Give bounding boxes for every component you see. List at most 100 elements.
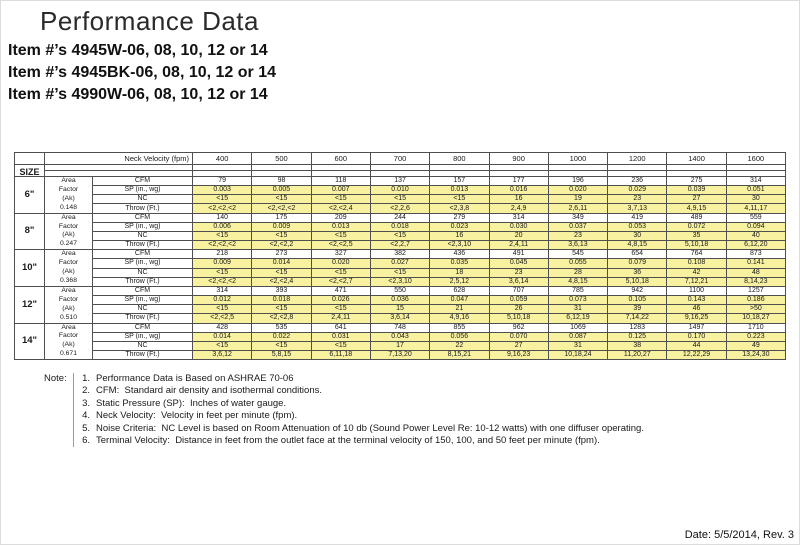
data-cell: 236: [607, 175, 668, 187]
data-cell: 0.087: [547, 331, 609, 342]
size-label-cell: 14": [14, 322, 45, 361]
velocity-header-cell: 1200: [607, 152, 668, 165]
data-cell: <15: [310, 340, 371, 351]
data-cell: 0.014: [251, 258, 312, 269]
note-item: 5. Noise Criteria: NC Level is based on R…: [79, 423, 644, 435]
data-cell: 1497: [666, 322, 727, 333]
data-cell: 0.186: [725, 295, 787, 306]
data-cell: 5,10,18: [607, 276, 668, 287]
data-cell: <2,2,6: [369, 203, 431, 214]
data-cell: 4,11,17: [725, 203, 787, 214]
area-factor-cell: Area Factor (Ak) 0.671: [44, 322, 93, 361]
row-label-cell: CFM: [91, 175, 194, 187]
data-cell: 654: [607, 249, 668, 260]
row-label-cell: Throw (Ft.): [91, 203, 194, 214]
data-cell: 0.013: [310, 221, 371, 232]
velocity-header-cell: 800: [429, 152, 490, 165]
data-cell: 489: [666, 212, 727, 223]
data-cell: 0.141: [725, 258, 787, 269]
data-cell: <2,<2,<2: [192, 203, 253, 214]
data-cell: 471: [310, 285, 371, 297]
data-cell: 36: [607, 267, 668, 278]
note-number: 1.: [82, 373, 90, 384]
row-label-cell: Throw (Ft.): [91, 349, 194, 361]
data-cell: 157: [429, 175, 490, 187]
data-cell: <15: [369, 230, 431, 242]
data-cell: 327: [310, 249, 371, 260]
area-factor-line: Factor: [58, 295, 79, 303]
data-cell: 275: [666, 175, 727, 187]
data-cell: 0.094: [725, 221, 787, 232]
data-cell: 38: [607, 340, 668, 351]
notes-list: 1. Performance Data is Based on ASHRAE 70…: [73, 373, 644, 448]
data-cell: 382: [369, 249, 431, 260]
data-cell: 8,14,23: [725, 276, 787, 287]
data-cell: <2,<2,<2: [192, 276, 253, 287]
data-cell: 0.007: [310, 185, 371, 196]
area-factor-line: Factor: [58, 332, 79, 340]
data-cell: 0.016: [488, 185, 549, 196]
data-cell: <15: [192, 194, 253, 205]
data-cell: 7,14,22: [607, 313, 668, 324]
data-cell: 0.037: [547, 221, 609, 232]
table-row: NC <15 <15 <15 <15 18 23 28 36 42 48: [15, 267, 787, 278]
data-cell: 4,8,15: [547, 276, 609, 287]
data-cell: <15: [251, 267, 312, 278]
data-cell: 349: [547, 212, 609, 223]
data-cell: <15: [251, 194, 312, 205]
data-cell: 628: [429, 285, 490, 297]
size-column-header: SIZE: [14, 164, 45, 177]
data-cell: 28: [547, 267, 609, 278]
data-cell: 46: [666, 304, 727, 315]
data-cell: 0.029: [607, 185, 668, 196]
data-cell: 9,16,23: [488, 349, 549, 361]
data-cell: 855: [429, 322, 490, 333]
data-cell: 942: [607, 285, 668, 297]
data-cell: 209: [310, 212, 371, 223]
data-cell: 6,12,19: [547, 313, 609, 324]
table-row: Throw (Ft.) <2,<2,<2 <2,<2,4 <2,<2,7 <2,3,10…: [15, 276, 787, 287]
note-item: 1. Performance Data is Based on ASHRAE 70…: [79, 373, 644, 385]
data-cell: 314: [725, 175, 787, 187]
data-cell: 2,4,11: [488, 240, 549, 251]
velocity-header-cell: 700: [369, 152, 431, 165]
data-cell: <2,<2,4: [251, 276, 312, 287]
note-text: Static Pressure (SP): Inches of water ga…: [96, 397, 287, 409]
data-cell: 3,6,12: [192, 349, 253, 361]
area-factor-cell: Area Factor (Ak) 0.368: [44, 249, 93, 287]
data-cell: 5,10,18: [666, 240, 727, 251]
data-cell: 419: [607, 212, 668, 223]
data-cell: 7,13,20: [369, 349, 431, 361]
data-cell: 962: [488, 322, 549, 333]
data-cell: 0.125: [607, 331, 668, 342]
note-number: 5.: [82, 422, 90, 434]
size-label-cell: 8": [14, 212, 45, 251]
header-corner-cell: [14, 152, 45, 165]
area-factor-line: Area: [61, 177, 76, 184]
data-cell: 1100: [666, 285, 727, 297]
data-cell: 0.108: [666, 258, 727, 269]
note-item: 4. Neck Velocity: Velocity in feet per mi…: [79, 410, 644, 422]
table-row: NC <15 <15 <15 <15 <15 16 19 23 27 30: [15, 194, 787, 205]
row-label-cell: NC: [91, 304, 194, 315]
data-cell: 244: [369, 212, 431, 223]
area-factor-line: (Ak): [62, 268, 75, 276]
data-cell: 0.105: [607, 295, 668, 306]
row-label-cell: NC: [91, 194, 194, 205]
area-factor-line: (Ak): [62, 194, 75, 202]
data-cell: 1283: [607, 322, 668, 333]
note-text: Performance Data is Based on ASHRAE 70-0…: [96, 373, 294, 384]
velocity-header-cell: 1600: [725, 152, 787, 165]
data-cell: 0.005: [251, 185, 312, 196]
data-cell: <15: [192, 340, 253, 351]
table-row: SP (in., wg) 0.012 0.018 0.026 0.036 0.047 0.0…: [15, 295, 787, 306]
data-cell: 0.010: [369, 185, 431, 196]
data-cell: <2,<2,2: [251, 240, 312, 251]
notes-label: Note:: [44, 373, 67, 384]
data-cell: <15: [310, 267, 371, 278]
row-label-cell: CFM: [91, 322, 194, 333]
table-row: 6" Area Factor (Ak) 0.148 CFM 79 98 118 137 157 177…: [14, 175, 787, 214]
row-label-cell: CFM: [91, 212, 194, 223]
data-cell: 3,7,13: [607, 203, 668, 214]
table-row: NC <15 <15 <15 <15 16 20 23 30 35 40: [15, 230, 787, 242]
